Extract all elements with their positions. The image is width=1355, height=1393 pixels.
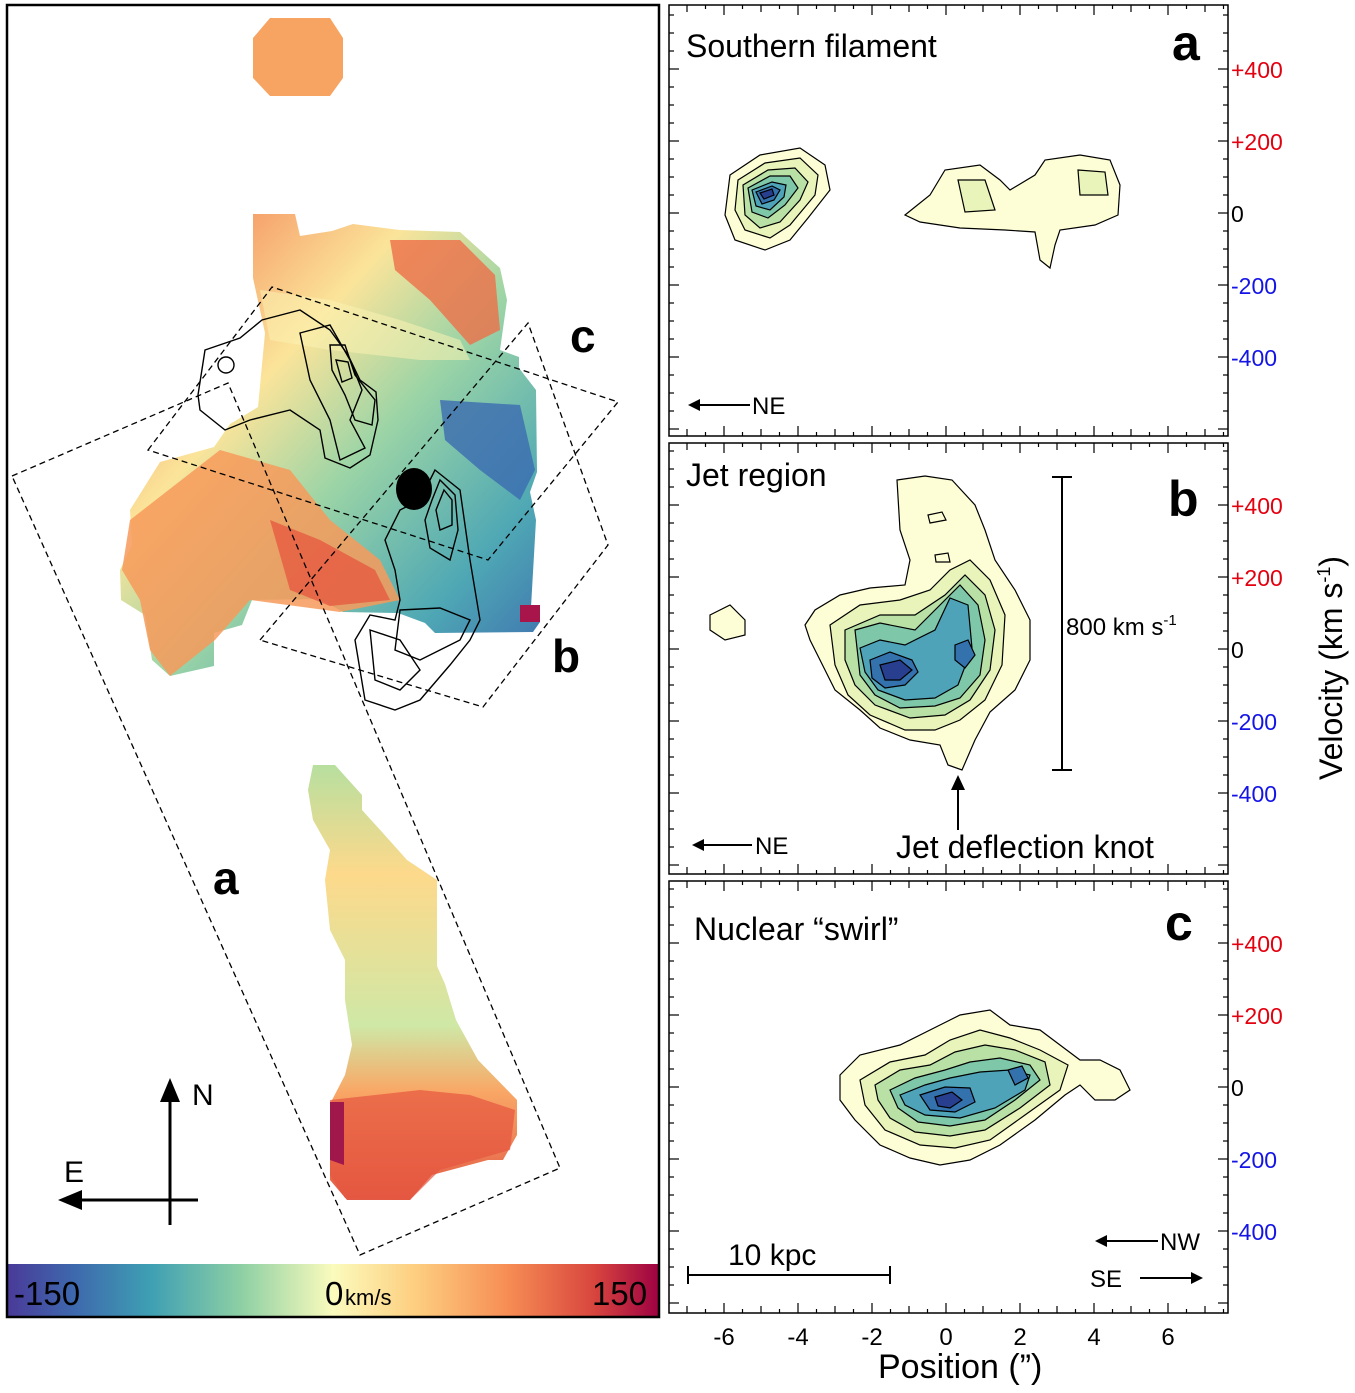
map-blob-top bbox=[253, 18, 343, 96]
region-boxes bbox=[11, 286, 620, 1256]
x-tick-labels: -6 -4 -2 0 2 4 6 bbox=[713, 1324, 1174, 1351]
y-tick-label: +400 bbox=[1231, 57, 1283, 83]
velocity-scale-bar bbox=[1052, 476, 1072, 771]
map-yellow-band bbox=[260, 290, 470, 360]
jet-knot-label: Jet deflection knot bbox=[896, 829, 1154, 865]
map-hot-zone bbox=[270, 520, 390, 606]
kpc-scale-label: 10 kpc bbox=[728, 1239, 816, 1272]
colorbar-unit-label: km/s bbox=[345, 1285, 391, 1310]
panel-b-ne-head bbox=[692, 839, 704, 851]
panel-b-frame bbox=[668, 442, 1229, 875]
jet-knot-arrow bbox=[951, 775, 965, 830]
velocity-map bbox=[11, 18, 620, 1256]
map-blue-zone bbox=[440, 400, 535, 500]
region-box-b bbox=[258, 321, 609, 708]
x-tick-label: -4 bbox=[787, 1324, 808, 1351]
y-tick-label: -200 bbox=[1231, 1147, 1277, 1173]
y-tick-label: +200 bbox=[1231, 565, 1283, 591]
colorbar-min-label: -150 bbox=[14, 1275, 80, 1312]
x-tick-label: 2 bbox=[1013, 1324, 1026, 1351]
x-tick-label: 6 bbox=[1161, 1324, 1174, 1351]
y-axis-title: Velocity (km s-1) bbox=[1313, 556, 1349, 780]
panel-a-frame bbox=[668, 4, 1229, 437]
panel-b-contours bbox=[709, 475, 1031, 771]
map-region-south bbox=[308, 765, 517, 1200]
panel-b-ne-label: NE bbox=[755, 833, 788, 860]
panel-c-se-head bbox=[1191, 1272, 1203, 1284]
y-tick-label: +200 bbox=[1231, 1003, 1283, 1029]
map-warm-zone bbox=[122, 450, 400, 676]
panel-a-letter: a bbox=[1172, 15, 1201, 71]
panel-c-contours bbox=[839, 1009, 1131, 1166]
panel-a-title: Southern filament bbox=[686, 28, 937, 64]
map-contours bbox=[197, 309, 481, 711]
map-label-a: a bbox=[213, 852, 239, 904]
panel-a-ne-head bbox=[688, 399, 700, 411]
panel-c-nw-label: NW bbox=[1160, 1229, 1200, 1256]
y-tick-label: -200 bbox=[1231, 273, 1277, 299]
colorbar-max-label: 150 bbox=[592, 1275, 647, 1312]
panel-c-nw-head bbox=[1095, 1235, 1107, 1247]
panel-c-se-label: SE bbox=[1090, 1266, 1122, 1293]
y-tick-labels: +400 +200 0 -200 -400 +400 +200 0 -200 -400 +400 +2… bbox=[1231, 57, 1283, 1245]
y-tick-label: +400 bbox=[1231, 931, 1283, 957]
map-red-corner bbox=[520, 605, 540, 622]
map-label-c: c bbox=[570, 310, 596, 362]
panel-a-ne-label: NE bbox=[752, 393, 785, 420]
panel-b-letter: b bbox=[1168, 471, 1199, 527]
panel-a-contours bbox=[724, 147, 1121, 270]
map-frame bbox=[5, 3, 661, 1319]
y-tick-label: 0 bbox=[1231, 637, 1244, 663]
map-label-b: b bbox=[552, 630, 580, 682]
x-tick-label: 0 bbox=[939, 1324, 952, 1351]
panel-c-title: Nuclear “swirl” bbox=[694, 911, 898, 947]
compass-east-label: E bbox=[64, 1156, 84, 1189]
x-tick-label: -6 bbox=[713, 1324, 734, 1351]
kpc-scale-bar bbox=[687, 1266, 891, 1284]
y-tick-label: 0 bbox=[1231, 1075, 1244, 1101]
velocity-scale-label: 800 km s-1 bbox=[1066, 612, 1177, 641]
compass-east-head bbox=[58, 1190, 82, 1210]
panel-c-letter: c bbox=[1165, 895, 1193, 951]
colorbar bbox=[7, 1264, 659, 1317]
panel-b-title: Jet region bbox=[686, 457, 827, 493]
x-tick-label: 4 bbox=[1087, 1324, 1100, 1351]
y-tick-label: +200 bbox=[1231, 129, 1283, 155]
map-red-top bbox=[390, 240, 500, 345]
compass-north-head bbox=[160, 1078, 180, 1102]
y-tick-label: 0 bbox=[1231, 201, 1244, 227]
compass-north-label: N bbox=[192, 1079, 214, 1112]
map-south-hot bbox=[330, 1090, 515, 1200]
panel-ticks bbox=[669, 5, 1228, 1313]
y-tick-label: -400 bbox=[1231, 345, 1277, 371]
y-tick-label: +400 bbox=[1231, 493, 1283, 519]
y-tick-label: -400 bbox=[1231, 781, 1277, 807]
nucleus-marker bbox=[396, 468, 432, 510]
y-tick-label: -400 bbox=[1231, 1219, 1277, 1245]
panel-c-frame bbox=[668, 880, 1229, 1314]
region-box-c bbox=[146, 286, 620, 561]
compass bbox=[58, 1078, 198, 1225]
colorbar-mid-label: 0 bbox=[325, 1275, 343, 1312]
x-tick-label: -2 bbox=[861, 1324, 882, 1351]
x-axis-title: Position (”) bbox=[878, 1348, 1042, 1386]
y-tick-label: -200 bbox=[1231, 709, 1277, 735]
map-south-purple bbox=[330, 1102, 344, 1165]
